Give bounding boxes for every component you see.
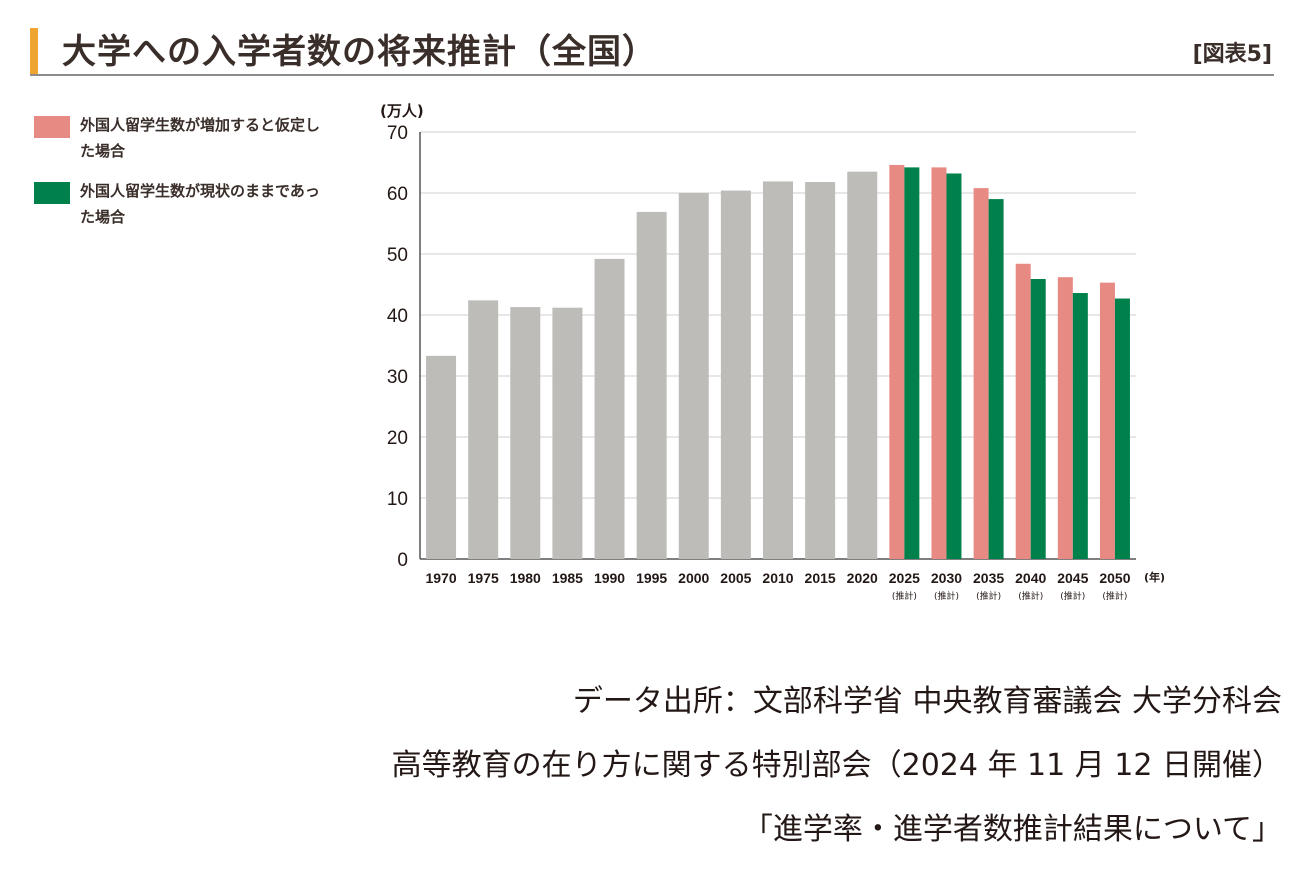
x-tick-label: 2010 bbox=[762, 570, 793, 586]
x-tick-forecast-note: (推計) bbox=[1102, 590, 1127, 602]
bar-historical-2020 bbox=[847, 171, 878, 559]
bar-historical-1985 bbox=[552, 307, 583, 559]
x-tick-label: 2000 bbox=[678, 570, 709, 586]
source-line-3: 「進学率・進学者数推計結果について」 bbox=[742, 812, 1282, 847]
x-axis-label: (年) bbox=[1144, 570, 1165, 584]
bar-historical-1995 bbox=[636, 211, 667, 559]
bar-current-2045 bbox=[1072, 293, 1088, 559]
bar-historical-2010 bbox=[763, 181, 793, 559]
bar-increase-2035 bbox=[973, 188, 989, 559]
x-tick-label: 2015 bbox=[805, 570, 836, 586]
title-divider bbox=[30, 74, 1274, 76]
title-accent-bar bbox=[30, 28, 38, 74]
legend-label-current: 外国人留学生数が現状のままであった場合 bbox=[80, 182, 320, 226]
bar-increase-2045 bbox=[1057, 277, 1073, 559]
x-tick-forecast-note: (推計) bbox=[934, 590, 959, 602]
x-tick-label: 2030 bbox=[931, 570, 962, 586]
x-tick-label: 2020 bbox=[847, 570, 878, 586]
bar-increase-2030 bbox=[931, 167, 947, 559]
bar-increase-2025 bbox=[889, 164, 905, 559]
figure-tag: [図表5] bbox=[1192, 42, 1272, 67]
y-tick-label: 30 bbox=[387, 367, 408, 388]
y-tick-label: 50 bbox=[387, 245, 408, 266]
x-tick-label: 1970 bbox=[425, 570, 456, 586]
bar-historical-1980 bbox=[510, 307, 541, 559]
x-tick-label: 1985 bbox=[552, 570, 583, 586]
bar-current-2035 bbox=[988, 199, 1004, 559]
bar-historical-1990 bbox=[594, 258, 625, 559]
bar-increase-2040 bbox=[1015, 263, 1031, 559]
bar-current-2025 bbox=[904, 167, 920, 559]
x-tick-label: 1995 bbox=[636, 570, 667, 586]
x-tick-forecast-note: (推計) bbox=[1018, 590, 1043, 602]
chart-title: 大学への入学者数の将来推計（全国） bbox=[62, 32, 657, 72]
bar-historical-1970 bbox=[426, 355, 457, 559]
legend-swatch-increase bbox=[34, 116, 70, 138]
x-tick-label: 1975 bbox=[468, 570, 499, 586]
x-tick-forecast-note: (推計) bbox=[976, 590, 1001, 602]
x-tick-forecast-note: (推計) bbox=[892, 590, 917, 602]
bar-historical-2000 bbox=[678, 193, 709, 559]
bar-historical-2005 bbox=[720, 190, 751, 559]
bar-current-2050 bbox=[1114, 298, 1130, 559]
bar-increase-2050 bbox=[1099, 282, 1115, 559]
x-tick-label: 2005 bbox=[720, 570, 751, 586]
legend-swatch-current bbox=[34, 182, 70, 204]
y-tick-label: 40 bbox=[387, 306, 408, 327]
bar-current-2040 bbox=[1030, 279, 1046, 559]
x-tick-label: 2045 bbox=[1057, 570, 1088, 586]
x-tick-forecast-note: (推計) bbox=[1060, 590, 1085, 602]
y-tick-label: 10 bbox=[387, 489, 408, 510]
x-tick-label: 2050 bbox=[1099, 570, 1130, 586]
bar-historical-2015 bbox=[805, 182, 836, 559]
source-line-1: データ出所：文部科学省 中央教育審議会 大学分科会 bbox=[572, 684, 1282, 719]
y-tick-label: 70 bbox=[387, 123, 408, 144]
y-axis-label: (万人) bbox=[380, 102, 424, 120]
bar-current-2030 bbox=[946, 173, 962, 559]
y-tick-label: 0 bbox=[397, 550, 408, 571]
x-tick-label: 2040 bbox=[1015, 570, 1046, 586]
source-line-2: 高等教育の在り方に関する特別部会（2024 年 11 月 12 日開催） bbox=[391, 748, 1282, 783]
legend-label-increase: 外国人留学生数が増加すると仮定した場合 bbox=[80, 116, 321, 160]
x-tick-label: 1990 bbox=[594, 570, 625, 586]
x-tick-label: 2035 bbox=[973, 570, 1004, 586]
x-tick-label: 2025 bbox=[889, 570, 920, 586]
y-tick-label: 20 bbox=[387, 428, 408, 449]
y-tick-label: 60 bbox=[387, 184, 408, 205]
bar-historical-1975 bbox=[468, 300, 499, 559]
x-tick-label: 1980 bbox=[510, 570, 541, 586]
